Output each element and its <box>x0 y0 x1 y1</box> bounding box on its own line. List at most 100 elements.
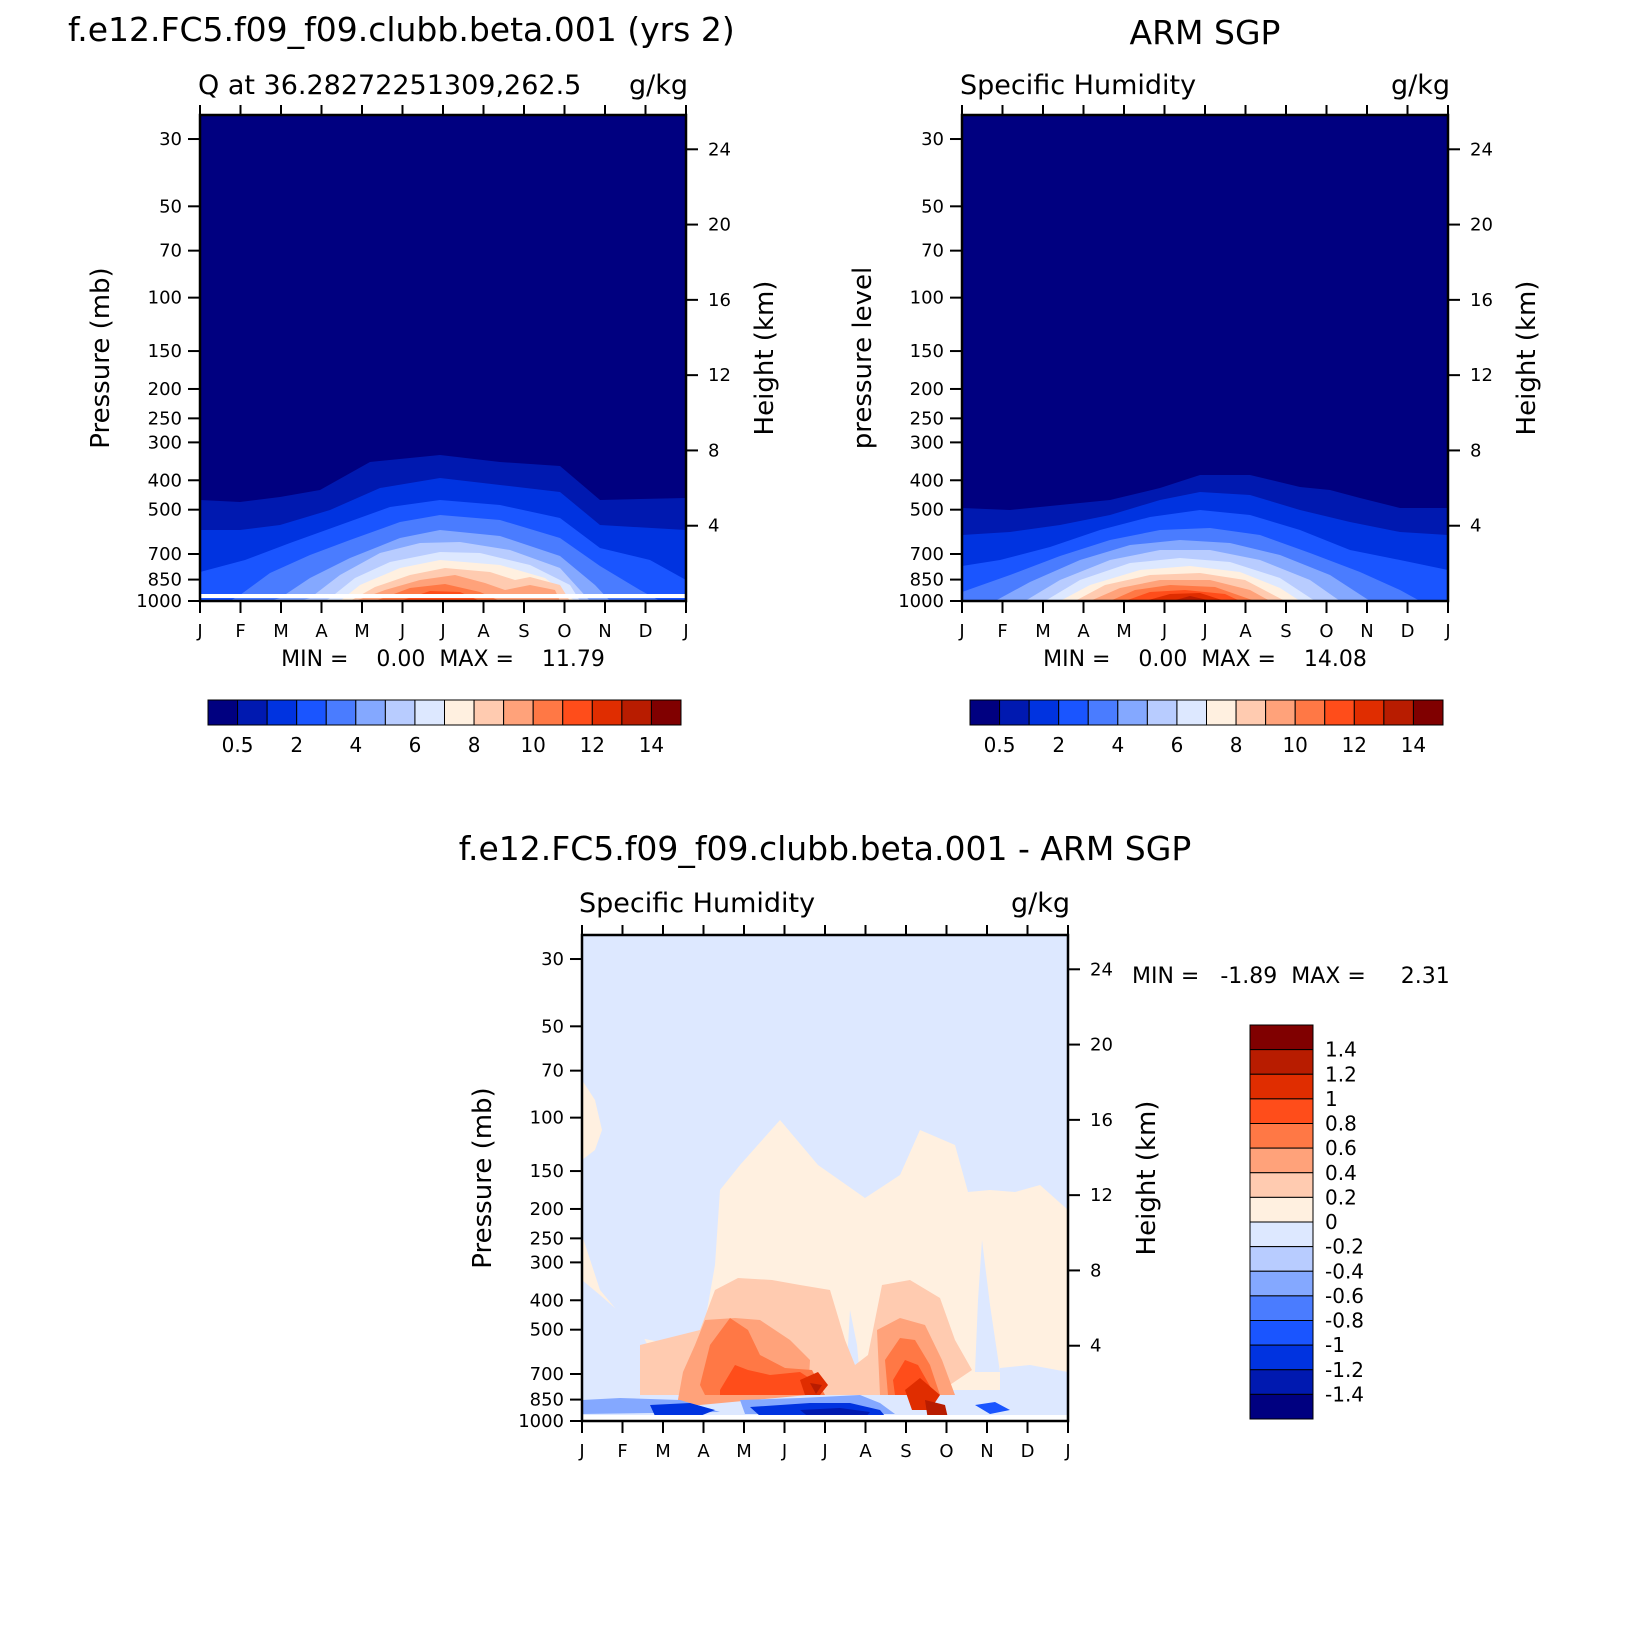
x-tick-label: J <box>1444 621 1450 642</box>
colorbar-swatch <box>296 699 327 726</box>
x-tick-label: J <box>1201 621 1207 642</box>
y-tick-label: 850 <box>910 570 944 591</box>
y-tick-label: 250 <box>148 408 182 429</box>
panel-title: f.e12.FC5.f09_f09.clubb.beta.001 (yrs 2) <box>68 10 735 49</box>
contour-field <box>200 115 686 601</box>
x-tick-label: J <box>958 621 964 642</box>
colorbar: 0.5 2 4 6 8 10 12 14 <box>207 699 682 757</box>
x-tick-label: J <box>439 621 445 642</box>
x-tick-label: M <box>354 621 370 642</box>
x-tick-label: N <box>598 621 611 642</box>
x-tick-label: N <box>980 1441 993 1462</box>
colorbar-label: 10 <box>520 733 545 757</box>
colorbar-swatch <box>1176 699 1207 726</box>
colorbar-swatch <box>237 699 268 726</box>
colorbar-label: -1.4 <box>1325 1382 1364 1406</box>
colorbar-label: 0.8 <box>1325 1112 1357 1136</box>
panel-subtitle-right: g/kg <box>1011 888 1070 919</box>
y-tick-label: 250 <box>530 1228 564 1249</box>
height-tick-label: 16 <box>1090 1110 1113 1131</box>
x-tick-label: A <box>315 621 328 642</box>
x-tick-label: A <box>859 1441 872 1462</box>
colorbar-swatch <box>1206 699 1237 726</box>
contour-band <box>200 594 686 598</box>
x-tick-label: J <box>196 621 202 642</box>
y-tick-label: 70 <box>159 241 182 262</box>
colorbar-swatch <box>355 699 386 726</box>
height-tick-label: 8 <box>1470 440 1481 461</box>
colorbar-swatch <box>1353 699 1385 726</box>
colorbar-swatch <box>473 699 505 726</box>
min-max-stats: MIN = 0.00 MAX = 14.08 <box>1043 647 1367 672</box>
y-tick-label: 30 <box>921 129 944 150</box>
colorbar-label: 6 <box>1171 733 1184 757</box>
y-tick-label: 150 <box>530 1161 564 1182</box>
height-tick-label: 20 <box>708 215 731 236</box>
colorbar-swatch <box>1249 1049 1314 1075</box>
x-tick-label: O <box>1319 621 1333 642</box>
x-tick-label: M <box>1035 621 1051 642</box>
colorbar-label: 2 <box>1052 733 1065 757</box>
colorbar: 1.41.210.80.60.40.20-0.2-0.4-0.6-0.8-1-1… <box>1249 1024 1364 1420</box>
colorbar-swatch <box>1324 699 1355 726</box>
x-tick-label: N <box>1360 621 1373 642</box>
colorbar-label: 4 <box>349 733 362 757</box>
colorbar-swatch <box>1249 1369 1314 1395</box>
colorbar-label: 10 <box>1282 733 1307 757</box>
y-tick-label: 100 <box>910 288 944 309</box>
panel-subtitle-left: Specific Humidity <box>579 888 815 919</box>
colorbar-label: 0.5 <box>222 733 254 757</box>
y-tick-label: 30 <box>159 129 182 150</box>
contour-band <box>582 1080 602 1160</box>
colorbar-label: 1.2 <box>1325 1062 1357 1086</box>
y-tick-label: 400 <box>910 470 944 491</box>
y-tick-label: 300 <box>910 432 944 453</box>
colorbar-label: -0.4 <box>1325 1259 1364 1283</box>
colorbar-label: -0.8 <box>1325 1309 1364 1333</box>
colorbar-swatch <box>1249 1320 1314 1346</box>
y-axis-title: pressure level <box>848 267 878 449</box>
y-tick-label: 70 <box>541 1061 564 1082</box>
height-tick-label: 4 <box>1090 1336 1101 1357</box>
colorbar-label: -1.2 <box>1325 1358 1364 1382</box>
contour-band <box>582 1415 1068 1421</box>
colorbar-swatch <box>1146 699 1178 726</box>
y-tick-label: 400 <box>530 1290 564 1311</box>
colorbar-swatch <box>1249 1024 1314 1051</box>
colorbar-swatch <box>207 699 239 726</box>
y-axis-right-title: Height (km) <box>1512 281 1542 436</box>
y-tick-label: 500 <box>910 500 944 521</box>
contour-band <box>800 1372 828 1395</box>
colorbar-swatch <box>1249 1196 1314 1223</box>
height-tick-label: 4 <box>1470 516 1481 537</box>
height-axis-ticks: 24 20 16 12 8 4 <box>1068 959 1113 1357</box>
colorbar-swatch <box>969 699 1001 726</box>
x-tick-label: M <box>273 621 289 642</box>
contour-band <box>720 1365 820 1395</box>
y-tick-label: 70 <box>921 241 944 262</box>
colorbar-swatch <box>1249 1270 1314 1297</box>
colorbar-label: 0.6 <box>1325 1136 1357 1160</box>
height-tick-label: 12 <box>708 365 731 386</box>
y-tick-label: 50 <box>541 1016 564 1037</box>
y-tick-label: 200 <box>530 1199 564 1220</box>
height-axis-ticks: 24 20 16 12 8 4 <box>686 139 731 537</box>
height-tick-label: 8 <box>708 440 719 461</box>
colorbar-label: 6 <box>409 733 422 757</box>
min-max-stats: MIN = -1.89 MAX = 2.31 <box>1132 964 1450 989</box>
height-tick-label: 20 <box>1090 1035 1113 1056</box>
y-tick-label: 850 <box>530 1390 564 1411</box>
colorbar-label: 8 <box>1230 733 1243 757</box>
contour-band <box>810 1383 822 1394</box>
y-tick-label: 50 <box>159 196 182 217</box>
x-tick-label: S <box>518 621 529 642</box>
colorbar-swatch <box>1249 1295 1314 1321</box>
colorbar-label: 0.5 <box>984 733 1016 757</box>
contour-field <box>962 115 1448 601</box>
colorbar-swatch <box>1294 699 1326 726</box>
x-tick-label: F <box>235 621 245 642</box>
colorbar-label: 1 <box>1325 1087 1338 1111</box>
